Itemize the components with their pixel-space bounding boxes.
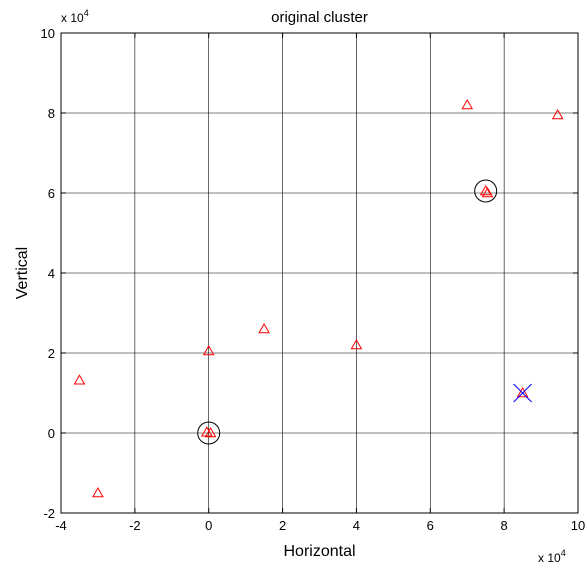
x-tick-label: 0 bbox=[205, 518, 212, 533]
y-axis-label: Vertical bbox=[14, 247, 31, 299]
x-tick-label: 2 bbox=[279, 518, 286, 533]
y-multiplier-exponent: 4 bbox=[84, 8, 89, 18]
x-multiplier-exponent: 4 bbox=[561, 548, 566, 558]
y-axis-multiplier: x 104 bbox=[61, 8, 89, 25]
y-tick-label: -2 bbox=[43, 506, 55, 521]
triangle-point bbox=[204, 426, 217, 438]
triangle-point bbox=[551, 108, 564, 120]
x-multiplier-base: x 10 bbox=[538, 551, 561, 565]
triangle-point bbox=[516, 386, 529, 398]
x-tick-label: 10 bbox=[571, 518, 585, 533]
y-tick-label: 4 bbox=[48, 266, 55, 281]
triangle-point bbox=[481, 186, 494, 198]
x-axis-label: Horizontal bbox=[283, 543, 355, 560]
triangle-point bbox=[73, 374, 86, 385]
triangle-point bbox=[201, 426, 213, 437]
x-marker-stroke bbox=[513, 383, 532, 403]
triangle-point bbox=[350, 338, 363, 350]
y-tick-label: 8 bbox=[48, 106, 55, 121]
x-marker-point bbox=[513, 383, 532, 403]
y-tick-label: 10 bbox=[41, 26, 55, 41]
triangle-point bbox=[461, 98, 474, 110]
triangle-point bbox=[92, 486, 104, 498]
x-tick-label: 8 bbox=[501, 518, 508, 533]
x-tick-label: 4 bbox=[353, 518, 360, 533]
x-tick-label: -2 bbox=[129, 518, 141, 533]
y-tick-label: 0 bbox=[48, 426, 55, 441]
y-multiplier-base: x 10 bbox=[61, 11, 84, 25]
triangle-point bbox=[479, 184, 492, 196]
x-tick-label: -4 bbox=[55, 518, 67, 533]
circle-point bbox=[197, 421, 221, 445]
y-tick-label: 6 bbox=[48, 186, 55, 201]
x-axis-multiplier: x 104 bbox=[538, 548, 566, 565]
chart-title: original cluster bbox=[271, 9, 368, 26]
axis-ticks bbox=[60, 32, 579, 514]
y-tick-label: 2 bbox=[48, 346, 55, 361]
grid-lines bbox=[61, 33, 578, 513]
circle-point bbox=[474, 179, 498, 203]
x-tick-label: 6 bbox=[427, 518, 434, 533]
data-marks bbox=[73, 98, 564, 498]
triangle-point bbox=[258, 322, 270, 334]
triangle-point bbox=[202, 344, 215, 356]
